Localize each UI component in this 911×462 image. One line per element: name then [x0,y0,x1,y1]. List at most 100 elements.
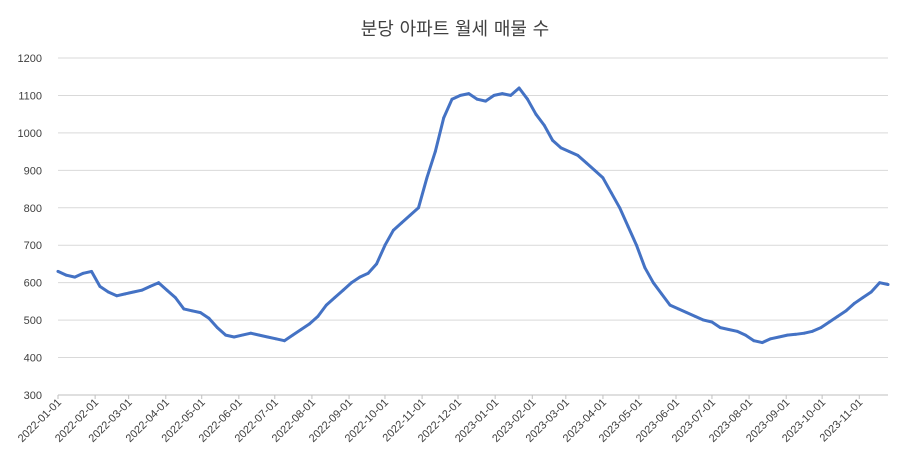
data-point [484,99,487,103]
data-point [199,311,202,314]
data-point [727,328,731,331]
data-point [224,333,228,337]
data-point [123,292,127,296]
data-point [593,168,596,172]
data-point [324,303,328,307]
data-point [165,288,169,292]
data-point [207,316,211,320]
y-tick-label: 900 [24,165,42,177]
data-point [836,315,840,318]
data-point [408,213,412,217]
data-point [693,315,697,318]
data-point [492,94,496,97]
y-tick-label: 600 [24,278,42,290]
data-point [375,262,378,266]
x-axis-ticks: 2022-01-012022-02-012022-03-012022-04-01… [16,395,865,445]
data-point [878,281,881,285]
data-point [517,86,521,90]
data-point [551,139,554,142]
data-point [702,318,705,322]
data-point [853,301,856,305]
data-point [316,315,320,318]
y-tick-label: 1100 [18,90,42,102]
data-point [844,309,848,313]
data-point [157,281,161,285]
data-point [601,176,605,180]
data-point [710,320,714,324]
data-point [886,283,890,286]
data-point [819,326,823,329]
data-point [769,337,772,341]
data-point [760,341,764,344]
data-point [274,337,278,341]
gridlines [58,57,888,396]
data-point [459,94,462,97]
data-point [584,161,588,165]
data-point [685,311,689,314]
y-tick-label: 300 [24,390,42,402]
data-point [299,328,303,331]
data-point [241,333,244,337]
data-point [98,285,102,288]
data-point [500,92,504,95]
y-tick-label: 800 [24,203,42,215]
data-point [786,333,789,337]
data-point [140,288,144,292]
data-point [559,146,563,150]
data-point [366,271,370,275]
data-point [232,335,236,339]
data-point [308,322,311,326]
data-point [442,116,446,120]
data-point [358,275,362,279]
data-point [635,243,638,247]
y-tick-label: 500 [24,315,42,327]
data-point [115,294,119,298]
data-point [132,290,135,294]
data-point [568,150,571,154]
series-layer [56,86,890,345]
data-point [350,281,353,285]
data-point [609,191,613,195]
data-point [534,112,538,116]
data-point [425,176,429,180]
y-tick-label: 1000 [18,128,42,140]
data-point [752,339,756,343]
data-point [257,333,261,337]
data-point [182,307,186,311]
data-point [450,97,454,101]
data-point [735,329,739,333]
data-point [148,285,152,288]
data-point [190,309,194,313]
data-point [802,331,806,335]
data-point [618,206,622,210]
data-point [660,292,663,296]
y-tick-label: 400 [24,353,42,365]
data-point [73,275,77,279]
data-point [215,326,219,329]
data-point [291,333,295,337]
data-point [626,225,630,228]
data-point [249,331,253,335]
data-point [333,296,337,299]
data-point [266,335,269,339]
data-point [509,94,513,97]
data-point [475,97,479,101]
data-point [542,124,546,127]
data-point [467,92,471,95]
data-point [417,206,420,210]
data-point [526,97,529,101]
data-point [811,329,814,333]
data-point [81,271,85,275]
data-point [777,335,781,339]
data-point [794,332,798,336]
data-point [56,270,60,273]
y-tick-label: 700 [24,240,42,252]
data-point [744,333,747,337]
data-point [869,290,873,294]
data-point [433,150,437,154]
y-axis-ticks: 300 400 500 600 700 800 900 1000 1100 1200 [18,53,42,402]
data-point [392,228,395,232]
data-point [283,339,286,343]
